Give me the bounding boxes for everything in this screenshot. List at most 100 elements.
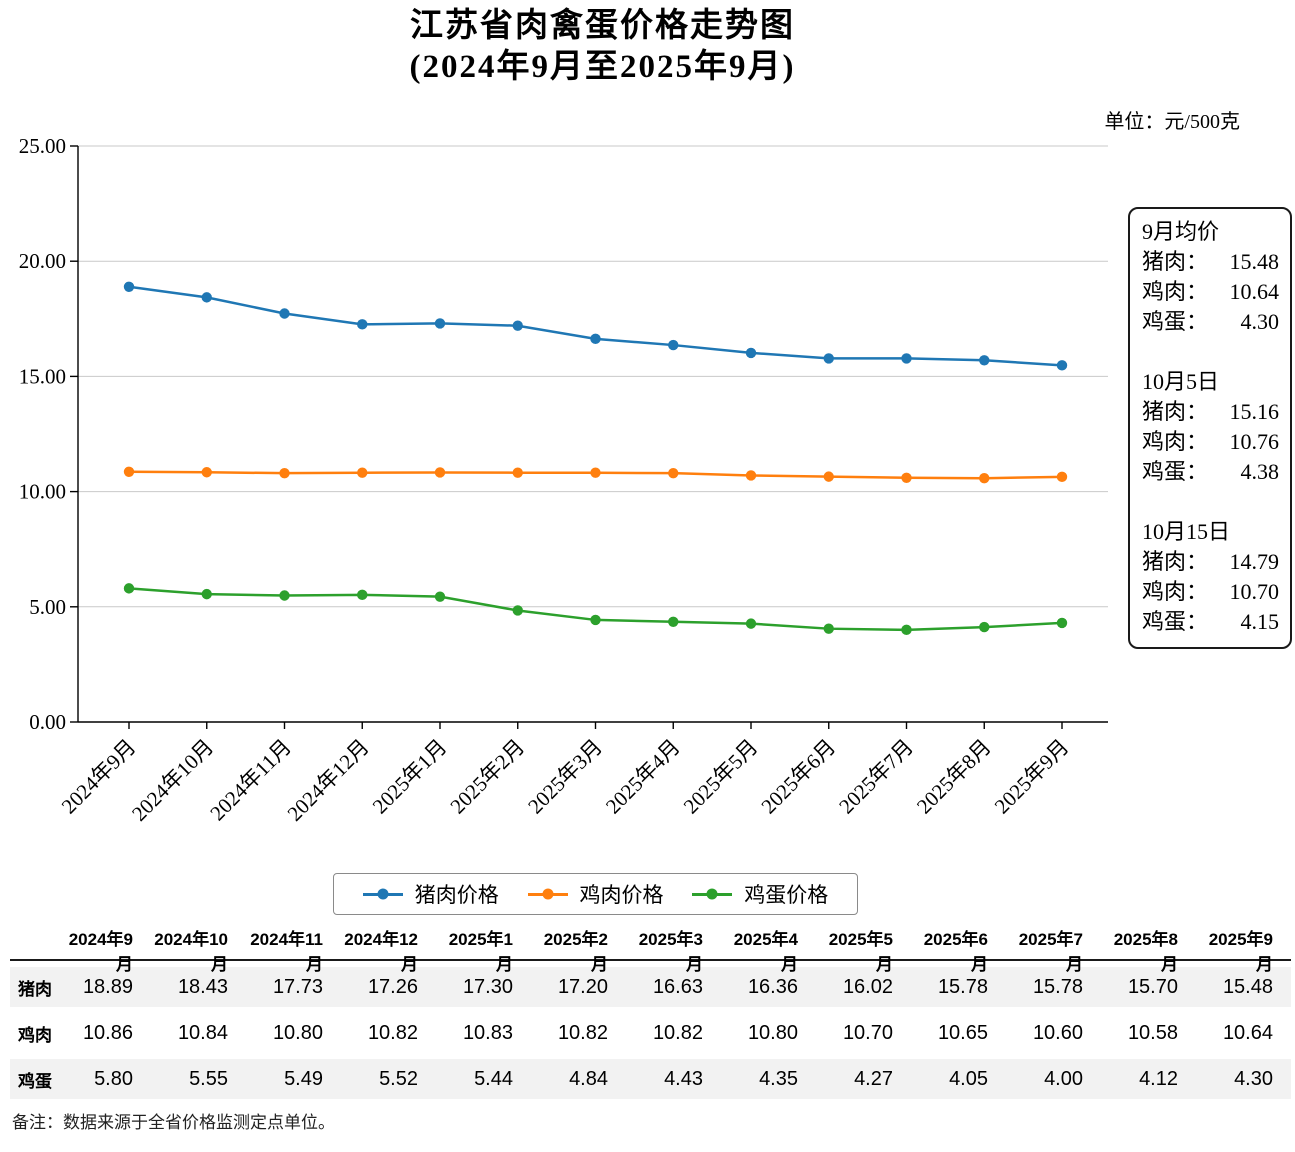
annotation-section: 10月5日猪肉： 15.16 鸡肉： 10.76 鸡蛋： 4.38 [1142, 367, 1279, 487]
table-cell: 5.55 [189, 1067, 228, 1090]
chart-title: 江苏省肉禽蛋价格走势图 [410, 8, 795, 44]
x-tick-label: 2025年1月 [368, 735, 452, 819]
data-point [901, 624, 912, 636]
table-row: 猪肉 18.89 18.43 17.73 17.26 17.30 17.20 16.63 16.… [10, 967, 1291, 1007]
data-point [590, 614, 601, 626]
table-cell: 4.30 [1234, 1067, 1273, 1090]
table-column-header: 2025年7月 [1018, 930, 1083, 974]
legend-dot-icon [706, 888, 718, 900]
table-cell: 10.84 [177, 1021, 228, 1044]
table-cell: 16.02 [842, 975, 893, 998]
table-column-header: 2025年3月 [638, 930, 703, 974]
legend-item: 猪肉价格 [362, 879, 499, 909]
table-cell: 5.44 [474, 1067, 513, 1090]
data-point [745, 618, 757, 629]
legend-marker-icon [692, 888, 733, 900]
x-tick-label: 2025年9月 [990, 735, 1074, 819]
data-point [745, 347, 757, 359]
data-point [979, 355, 990, 366]
table-column-header: 2024年10月 [154, 930, 228, 974]
data-point [901, 353, 912, 364]
series-line [128, 285, 1063, 367]
annotation-value: 10.70 [1229, 579, 1280, 604]
data-point [1056, 471, 1068, 483]
table-cell: 5.80 [94, 1067, 133, 1090]
annotation-row: 鸡肉： 10.64 [1142, 277, 1279, 307]
annotation-row: 鸡蛋： 4.38 [1142, 457, 1279, 487]
data-point [979, 621, 990, 633]
table-cell: 15.48 [1222, 975, 1273, 998]
table-column-header: 2024年11月 [250, 930, 323, 974]
table-cell: 10.65 [937, 1021, 988, 1044]
legend-marker-icon [527, 888, 568, 900]
annotation-label: 鸡蛋： [1142, 309, 1209, 334]
annotation-row: 鸡肉： 10.70 [1142, 577, 1279, 607]
data-point [123, 466, 135, 477]
price-line-chart: 0.005.0010.0015.0020.0025.002024年9月2024年… [19, 134, 1108, 826]
data-point [901, 472, 912, 483]
annotation-section-title: 10月15日 [1142, 519, 1231, 544]
annotation-value: 14.79 [1229, 549, 1280, 574]
table-cell: 10.82 [557, 1021, 608, 1044]
table-cell: 10.82 [652, 1021, 703, 1044]
annotation-label: 猪肉： [1142, 399, 1209, 424]
legend-label: 猪肉价格 [414, 883, 499, 907]
table-column-header: 2025年5月 [828, 930, 893, 974]
annotation-value: 10.76 [1229, 429, 1280, 454]
table-cell: 4.05 [949, 1067, 988, 1090]
legend-item: 鸡蛋价格 [692, 879, 828, 909]
table-cell: 18.89 [82, 975, 133, 998]
y-tick-label: 15.00 [19, 364, 66, 388]
footnote: 备注：数据来源于全省价格监测定点单位。 [12, 1113, 335, 1132]
table-cell: 17.30 [462, 975, 513, 998]
annotation-section-title: 9月均价 [1142, 219, 1220, 244]
data-point [590, 333, 601, 345]
data-point [279, 467, 290, 479]
table-cell: 10.80 [747, 1021, 798, 1044]
annotation-row: 鸡蛋： 4.30 [1142, 307, 1279, 337]
annotation-row: 猪肉： 15.16 [1142, 397, 1279, 427]
table-row: 鸡肉 10.86 10.84 10.80 10.82 10.83 10.82 10.82 10.… [10, 1013, 1291, 1053]
data-point [823, 353, 834, 364]
annotation-label: 鸡肉： [1142, 579, 1209, 604]
data-point [512, 320, 523, 331]
legend-marker-icon [362, 888, 403, 900]
legend-label: 鸡肉价格 [579, 883, 664, 907]
table-cell: 16.36 [747, 975, 798, 998]
price-table: 2024年9月 2024年10月 2024年11月 2024年12月 2025年1月 20… [10, 925, 1291, 1099]
table-cell: 10.64 [1222, 1021, 1273, 1044]
data-point [590, 467, 601, 478]
annotation-value: 15.48 [1229, 249, 1280, 274]
annotation-section-title: 10月5日 [1142, 369, 1220, 394]
legend-dot-icon [542, 888, 553, 900]
data-point [979, 473, 990, 484]
table-cell: 5.49 [284, 1067, 323, 1090]
table-cell: 17.20 [557, 975, 608, 998]
annotation-label: 鸡蛋： [1142, 459, 1209, 484]
x-tick-label: 2025年4月 [601, 735, 685, 819]
data-point [279, 590, 290, 601]
annotation-label: 猪肉： [1142, 549, 1209, 574]
data-point [279, 308, 290, 319]
annotation-row: 鸡蛋： 4.15 [1142, 607, 1279, 637]
x-tick-label: 2025年7月 [834, 735, 918, 819]
table-cell: 5.52 [379, 1067, 418, 1090]
annotation-section: 9月均价 猪肉： 15.48 鸡肉： 10.64 鸡蛋： 4.30 [1142, 217, 1279, 337]
table-cell: 4.27 [854, 1067, 893, 1090]
annotation-value: 4.30 [1240, 309, 1280, 334]
annotation-row: 鸡肉： 10.76 [1142, 427, 1279, 457]
table-cell: 4.84 [569, 1067, 608, 1090]
table-cell: 16.63 [652, 975, 703, 998]
annotation-row: 猪肉： 14.79 [1142, 547, 1279, 577]
x-tick-label: 2024年11月 [205, 735, 296, 826]
data-point [201, 467, 212, 478]
data-point [357, 589, 368, 601]
table-cell: 18.43 [177, 975, 228, 998]
legend-item: 鸡肉价格 [527, 879, 664, 909]
x-tick-label: 2025年6月 [756, 735, 840, 819]
table-cell: 15.78 [1032, 975, 1083, 998]
data-point [668, 339, 679, 351]
data-point [201, 292, 212, 303]
annotation-value: 4.15 [1240, 609, 1280, 634]
